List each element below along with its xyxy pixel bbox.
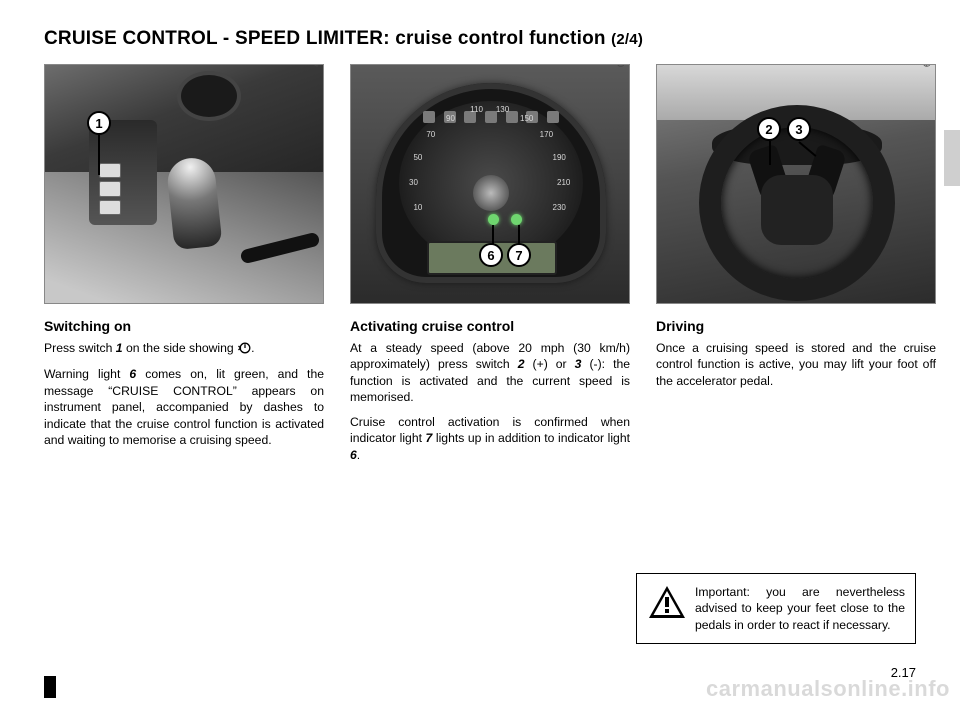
callout-2: 2 — [757, 117, 781, 141]
telltale-row — [423, 111, 559, 123]
paragraph: Press switch 1 on the side showing . — [44, 340, 324, 358]
paragraph: Warning light 6 comes on, lit green, and… — [44, 366, 324, 448]
indicator-6-light — [488, 214, 499, 225]
dial-center — [473, 175, 509, 211]
title-suffix: (2/4) — [611, 31, 643, 48]
text-switching-on: Press switch 1 on the side showing . Warn… — [44, 340, 324, 449]
speed-mark: 50 — [413, 153, 422, 162]
callout-3: 3 — [787, 117, 811, 141]
text-activating: At a steady speed (above 20 mph (30 km/h… — [350, 340, 630, 463]
speed-mark: 10 — [413, 203, 422, 212]
callout-7-leader — [518, 225, 520, 245]
air-vent — [177, 71, 241, 121]
figure-center-console: 1 30487 — [44, 64, 324, 304]
column-3: 2 3 31109 Driving Once a cruising speed … — [656, 64, 936, 471]
speed-mark: 130 — [496, 105, 509, 114]
manual-page: CRUISE CONTROL - SPEED LIMITER: cruise c… — [0, 0, 960, 710]
speed-mark: 210 — [557, 178, 570, 187]
callout-6: 6 — [479, 243, 503, 267]
callout-1-leader — [98, 135, 100, 175]
notice-content: Important: you are nevertheless advised … — [647, 584, 905, 633]
speed-mark: 90 — [446, 114, 455, 123]
page-title: CRUISE CONTROL - SPEED LIMITER: cruise c… — [44, 28, 916, 50]
content-columns: 1 30487 Switching on Press switch 1 on t… — [44, 64, 916, 471]
column-2: 10 30 50 70 90 110 130 150 170 190 210 230 6 7 3117… — [350, 64, 630, 471]
column-1: 1 30487 Switching on Press switch 1 on t… — [44, 64, 324, 471]
speed-mark: 30 — [409, 178, 418, 187]
callout-1: 1 — [87, 111, 111, 135]
switch-buttons — [99, 163, 121, 215]
callout-7: 7 — [507, 243, 531, 267]
paragraph: Once a cruising speed is stored and the … — [656, 340, 936, 389]
speed-mark: 230 — [553, 203, 566, 212]
text-driving: Once a cruising speed is stored and the … — [656, 340, 936, 389]
speed-mark: 110 — [470, 105, 483, 114]
important-notice-box: Important: you are nevertheless advised … — [636, 573, 916, 644]
title-main: CRUISE CONTROL - SPEED LIMITER: cruise c… — [44, 28, 606, 49]
heading-activating: Activating cruise control — [350, 318, 630, 334]
paragraph: Cruise control activation is confirmed w… — [350, 414, 630, 463]
wheel-hub — [761, 175, 833, 245]
notice-text: Important: you are nevertheless advised … — [695, 584, 905, 633]
callout-2-leader — [769, 141, 771, 165]
callout-6-leader — [492, 225, 494, 245]
cruise-icon — [237, 342, 251, 358]
figure-id: 31109 — [921, 64, 931, 67]
footer-black-mark — [44, 676, 56, 698]
figure-id: 31170 — [615, 64, 625, 67]
speed-mark: 170 — [540, 130, 553, 139]
heading-driving: Driving — [656, 318, 936, 334]
page-number: 2.17 — [891, 665, 916, 680]
figure-id: 30487 — [309, 64, 319, 67]
paragraph: At a steady speed (above 20 mph (30 km/h… — [350, 340, 630, 406]
indicator-7-light — [511, 214, 522, 225]
speed-mark: 150 — [520, 114, 533, 123]
heading-switching-on: Switching on — [44, 318, 324, 334]
warning-icon — [647, 584, 687, 633]
speed-mark: 70 — [426, 130, 435, 139]
figure-instrument-cluster: 10 30 50 70 90 110 130 150 170 190 210 230 6 7 3117… — [350, 64, 630, 304]
section-tab — [944, 130, 960, 186]
speed-mark: 190 — [553, 153, 566, 162]
figure-steering-wheel: 2 3 31109 — [656, 64, 936, 304]
